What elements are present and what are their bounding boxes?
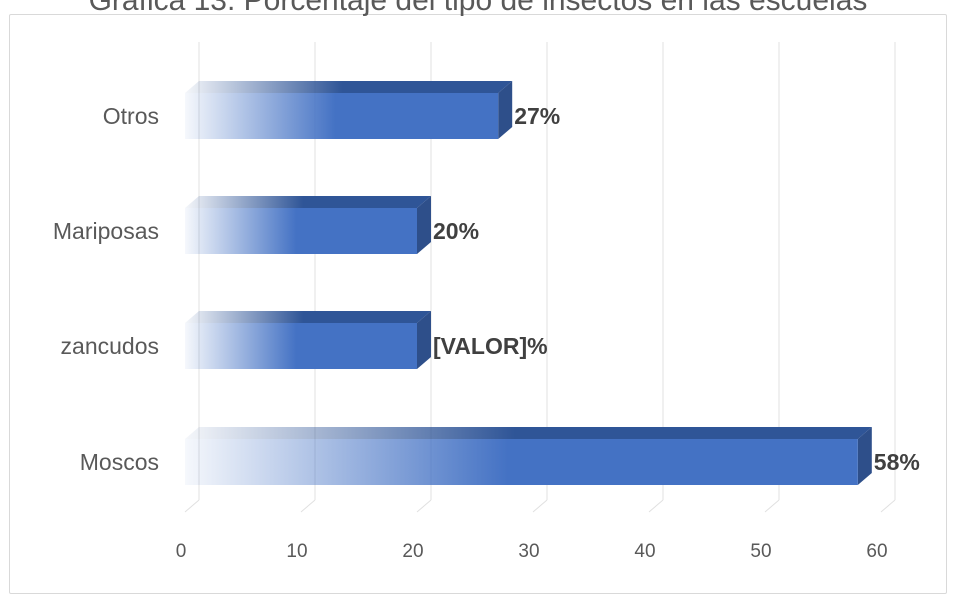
bar-moscos [185, 439, 858, 485]
x-tick-label-20: 20 [402, 541, 423, 562]
gridline-foot-0 [184, 499, 200, 513]
data-label-moscos: 58% [874, 449, 920, 475]
gridline-foot-60 [880, 499, 896, 513]
data-label-mariposas: 20% [433, 218, 479, 244]
bar-top-moscos [185, 427, 872, 439]
category-label-otros: Otros [103, 103, 159, 129]
category-label-zancudos: zancudos [61, 333, 159, 359]
bar-side-zancudos [417, 311, 431, 369]
x-tick-label-50: 50 [750, 541, 771, 562]
data-label-otros: 27% [514, 103, 560, 129]
bar-side-mariposas [417, 196, 431, 254]
x-tick-label-0: 0 [176, 541, 187, 562]
gridline-foot-30 [532, 499, 548, 513]
gridline-foot-40 [648, 499, 664, 513]
bar-top-zancudos [185, 311, 431, 323]
bar-top-otros [185, 81, 513, 93]
x-tick-label-60: 60 [866, 541, 887, 562]
chart-canvas: 0 10 20 30 40 50 60 Moscos 58% zancudos [VALOR]% Ma… [53, 42, 920, 562]
x-tick-label-10: 10 [286, 541, 307, 562]
gridline-foot-20 [416, 499, 432, 513]
gridline-foot-50 [764, 499, 780, 513]
x-tick-label-30: 30 [518, 541, 539, 562]
chart-title: Gráfica 13. Porcentaje del tipo de insec… [88, 0, 868, 17]
category-label-moscos: Moscos [80, 449, 159, 475]
bar-mariposas [185, 208, 417, 254]
category-label-mariposas: Mariposas [53, 218, 159, 244]
gridline-foot-10 [300, 499, 316, 513]
bar-top-mariposas [185, 196, 431, 208]
bar-otros [185, 93, 499, 139]
bar-side-moscos [857, 427, 872, 485]
x-tick-label-40: 40 [634, 541, 655, 562]
data-label-zancudos: [VALOR]% [433, 333, 548, 359]
bar-zancudos [185, 323, 417, 369]
bar-side-otros [498, 81, 513, 139]
